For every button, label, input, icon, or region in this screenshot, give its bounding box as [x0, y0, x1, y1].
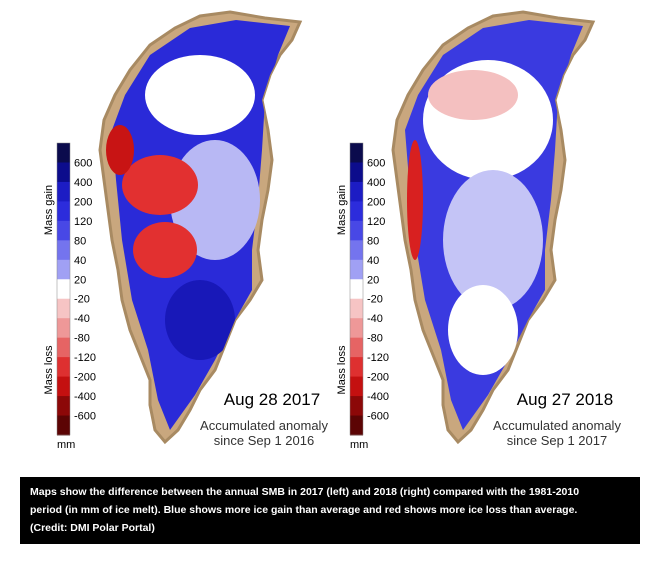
legend-loss: Mass loss — [336, 345, 348, 394]
legend-unit: mm — [57, 439, 75, 451]
legend-swatch — [350, 337, 363, 358]
legend-swatch — [57, 143, 70, 163]
legend-label: 200 — [367, 196, 385, 208]
legend-swatch — [350, 279, 363, 300]
legend-label: 600 — [367, 157, 385, 169]
legend-swatch — [57, 376, 70, 397]
legend-label: 600 — [74, 157, 92, 169]
legend-swatch — [57, 240, 70, 261]
legend-label: 200 — [74, 196, 92, 208]
legend-label: 80 — [74, 235, 86, 247]
legend-label: -200 — [74, 372, 96, 384]
legend-swatch — [57, 279, 70, 300]
legend-swatch — [57, 415, 70, 436]
legend-swatch — [350, 201, 363, 222]
legend-label: -600 — [367, 411, 389, 423]
legend-swatch — [350, 396, 363, 417]
legend-label: 120 — [74, 216, 92, 228]
legend-label: -400 — [74, 391, 96, 403]
legend-label: 40 — [74, 255, 86, 267]
legend-loss: Mass loss — [43, 345, 55, 394]
legends: 600 400 200 120 80 40 20 -20 -40 -80 -120 -200 -400 -… — [43, 142, 621, 451]
caption-line: (Credit: DMI Polar Portal) — [30, 522, 155, 534]
legend-label: 40 — [367, 255, 379, 267]
legend-gain: Mass gain — [336, 185, 348, 235]
caption: Maps show the difference between the ann… — [20, 477, 640, 544]
legend-swatch — [57, 396, 70, 417]
legend-label: -120 — [367, 352, 389, 364]
map-2018 — [391, 10, 595, 444]
legend-swatch — [350, 143, 363, 163]
legend-label: 80 — [367, 235, 379, 247]
legend-label: -400 — [367, 391, 389, 403]
legend-swatch — [57, 162, 70, 183]
map-note: since Sep 1 2017 — [507, 433, 607, 448]
legend-label: -80 — [367, 333, 383, 345]
legend-gain: Mass gain — [43, 185, 55, 235]
map-date: Aug 28 2017 — [224, 390, 320, 409]
legend-label: -200 — [367, 372, 389, 384]
legend-swatch — [350, 357, 363, 378]
legend-swatch — [57, 357, 70, 378]
legend-swatch — [57, 220, 70, 241]
legend-label: -120 — [74, 352, 96, 364]
legend-swatch — [350, 298, 363, 319]
legend-swatch — [57, 298, 70, 319]
maps: 600 400 200 120 80 40 20 -20 -40 -80 -120 -200 -400 -… — [43, 10, 621, 451]
legend-swatch — [350, 415, 363, 436]
legend-label: -40 — [74, 313, 90, 325]
legend-frame — [349, 142, 364, 436]
map-2017 — [98, 10, 302, 444]
map-note: Accumulated anomaly — [200, 418, 328, 433]
legend-unit: mm — [350, 439, 368, 451]
legend-label: -40 — [367, 313, 383, 325]
caption-line: period (in mm of ice melt). Blue shows m… — [30, 504, 578, 516]
legend-label: -20 — [367, 294, 383, 306]
legend-label: -20 — [74, 294, 90, 306]
legend-swatch — [57, 318, 70, 339]
legend-label: 400 — [74, 177, 92, 189]
legend-swatch — [350, 259, 363, 280]
map-note: since Sep 1 2016 — [214, 433, 314, 448]
legend-swatch — [57, 181, 70, 202]
legend-swatch — [350, 220, 363, 241]
legend-swatch — [350, 162, 363, 183]
map-date: Aug 27 2018 — [517, 390, 613, 409]
legend-label: 20 — [367, 274, 379, 286]
legend-swatch — [350, 318, 363, 339]
legend-swatch — [350, 240, 363, 261]
legend-label: -80 — [74, 333, 90, 345]
legend-label: -600 — [74, 411, 96, 423]
legend-label: 120 — [367, 216, 385, 228]
legend-swatch — [57, 259, 70, 280]
legend-swatch — [57, 337, 70, 358]
legend-frame — [56, 142, 71, 436]
caption-line: Maps show the difference between the ann… — [30, 486, 580, 498]
map-note: Accumulated anomaly — [493, 418, 621, 433]
legend-label: 400 — [367, 177, 385, 189]
legend-label: 20 — [74, 274, 86, 286]
legend-swatch — [350, 376, 363, 397]
legend-swatch — [350, 181, 363, 202]
legend-swatch — [57, 201, 70, 222]
